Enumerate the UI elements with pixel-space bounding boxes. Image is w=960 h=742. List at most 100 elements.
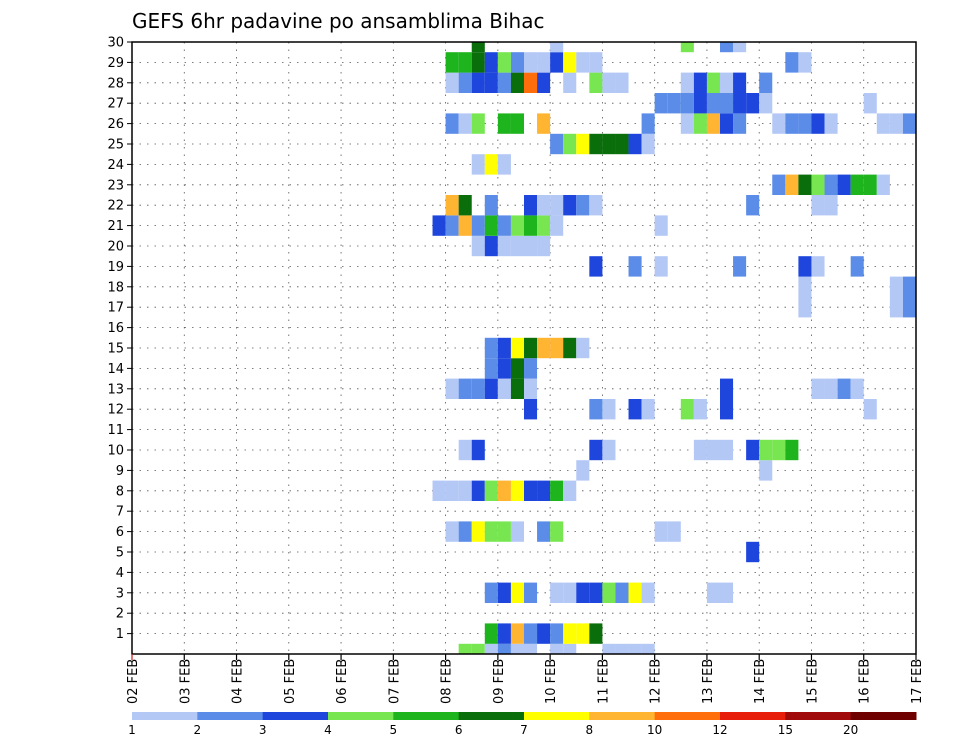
heatmap-cell bbox=[497, 480, 511, 501]
heatmap-cell bbox=[524, 72, 538, 93]
heatmap-cell bbox=[537, 235, 551, 257]
heatmap-cell bbox=[824, 174, 838, 195]
heatmap-cell bbox=[785, 52, 799, 73]
heatmap-cell bbox=[524, 399, 538, 420]
y-tick-label: 7 bbox=[116, 505, 124, 520]
y-tick-label: 28 bbox=[107, 76, 124, 91]
heatmap-cell bbox=[654, 215, 668, 236]
heatmap-cells bbox=[432, 42, 916, 654]
heatmap-cell bbox=[785, 174, 799, 195]
heatmap-cell bbox=[680, 93, 694, 114]
heatmap-cell bbox=[615, 133, 629, 155]
y-tick-label: 21 bbox=[107, 219, 124, 234]
heatmap-cell bbox=[589, 582, 603, 603]
heatmap-cell bbox=[537, 337, 551, 359]
heatmap-cell bbox=[589, 439, 603, 461]
colorbar-swatch bbox=[328, 712, 394, 720]
heatmap-cell bbox=[824, 113, 838, 134]
heatmap-cell bbox=[680, 113, 694, 134]
heatmap-cell bbox=[445, 378, 459, 399]
heatmap-cell bbox=[628, 256, 642, 277]
heatmap-cell bbox=[484, 52, 498, 73]
heatmap-cell bbox=[563, 72, 577, 93]
heatmap-cell bbox=[510, 72, 524, 93]
heatmap-cell bbox=[432, 480, 446, 501]
y-tick-label: 19 bbox=[107, 260, 124, 275]
heatmap-cell bbox=[550, 52, 564, 73]
x-tick-label: 08 FEB bbox=[440, 659, 455, 704]
heatmap-cell bbox=[602, 72, 616, 93]
heatmap-cell bbox=[876, 113, 890, 134]
heatmap-cell bbox=[576, 582, 590, 603]
heatmap-cell bbox=[641, 643, 655, 654]
colorbar-label: 1 bbox=[128, 723, 136, 737]
heatmap-cell bbox=[524, 623, 538, 644]
heatmap-cell bbox=[537, 52, 551, 73]
heatmap-cell bbox=[759, 72, 773, 93]
colorbar-label: 7 bbox=[520, 723, 528, 737]
heatmap-cell bbox=[510, 215, 524, 236]
heatmap-cell bbox=[798, 276, 812, 297]
heatmap-cell bbox=[458, 643, 472, 654]
heatmap-cell bbox=[720, 42, 734, 53]
y-tick-label: 10 bbox=[107, 444, 124, 459]
heatmap-cell bbox=[510, 52, 524, 73]
heatmap-cell bbox=[484, 72, 498, 93]
heatmap-cell bbox=[798, 52, 812, 73]
heatmap-cell bbox=[589, 623, 603, 644]
heatmap-cell bbox=[706, 113, 720, 134]
heatmap-cell bbox=[693, 72, 707, 93]
heatmap-cell bbox=[811, 174, 825, 195]
y-tick-label: 13 bbox=[107, 382, 124, 397]
heatmap-cell bbox=[550, 521, 564, 542]
heatmap-cell bbox=[824, 195, 838, 216]
x-tick-label: 07 FEB bbox=[387, 659, 402, 704]
heatmap-cell bbox=[524, 195, 538, 216]
heatmap-cell bbox=[537, 72, 551, 93]
heatmap-cell bbox=[563, 52, 577, 73]
heatmap-cell bbox=[863, 174, 877, 195]
heatmap-cell bbox=[811, 113, 825, 134]
heatmap-cell bbox=[772, 439, 786, 461]
heatmap-cell bbox=[497, 643, 511, 654]
heatmap-cell bbox=[720, 399, 734, 420]
colorbar: 1 2 3 4 5 6 7 8 10 12 15 20 bbox=[128, 712, 917, 737]
heatmap-cell bbox=[458, 521, 472, 542]
heatmap-cell bbox=[497, 72, 511, 93]
heatmap-cell bbox=[798, 256, 812, 277]
heatmap-cell bbox=[615, 72, 629, 93]
grid-lines bbox=[132, 42, 916, 654]
heatmap-cell bbox=[811, 378, 825, 399]
heatmap-cell bbox=[720, 93, 734, 114]
heatmap-cell bbox=[537, 195, 551, 216]
colorbar-swatch bbox=[654, 712, 721, 720]
heatmap-cell bbox=[589, 133, 603, 155]
y-tick-label: 15 bbox=[107, 342, 124, 357]
heatmap-cell bbox=[563, 133, 577, 155]
colorbar-swatch bbox=[524, 712, 590, 720]
heatmap-cell bbox=[850, 256, 864, 277]
colorbar-swatch bbox=[850, 712, 917, 720]
heatmap-cell bbox=[693, 439, 707, 461]
y-tick-label: 12 bbox=[107, 403, 124, 418]
heatmap-cell bbox=[889, 297, 903, 318]
heatmap-cell bbox=[484, 643, 498, 654]
heatmap-cell bbox=[497, 215, 511, 236]
heatmap-cell bbox=[576, 337, 590, 359]
x-tick-label: 10 FEB bbox=[544, 659, 559, 704]
heatmap-cell bbox=[484, 215, 498, 236]
heatmap-cell bbox=[576, 133, 590, 155]
heatmap-cell bbox=[484, 378, 498, 399]
heatmap-cell bbox=[484, 358, 498, 379]
heatmap-cell bbox=[471, 235, 485, 257]
heatmap-cell bbox=[458, 195, 472, 216]
heatmap-cell bbox=[720, 582, 734, 603]
heatmap-cell bbox=[720, 378, 734, 399]
heatmap-cell bbox=[615, 582, 629, 603]
heatmap-cell bbox=[445, 52, 459, 73]
heatmap-cell bbox=[746, 195, 760, 216]
heatmap-cell bbox=[550, 643, 564, 654]
heatmap-cell bbox=[798, 297, 812, 318]
heatmap-cell bbox=[484, 337, 498, 359]
heatmap-cell bbox=[720, 72, 734, 93]
